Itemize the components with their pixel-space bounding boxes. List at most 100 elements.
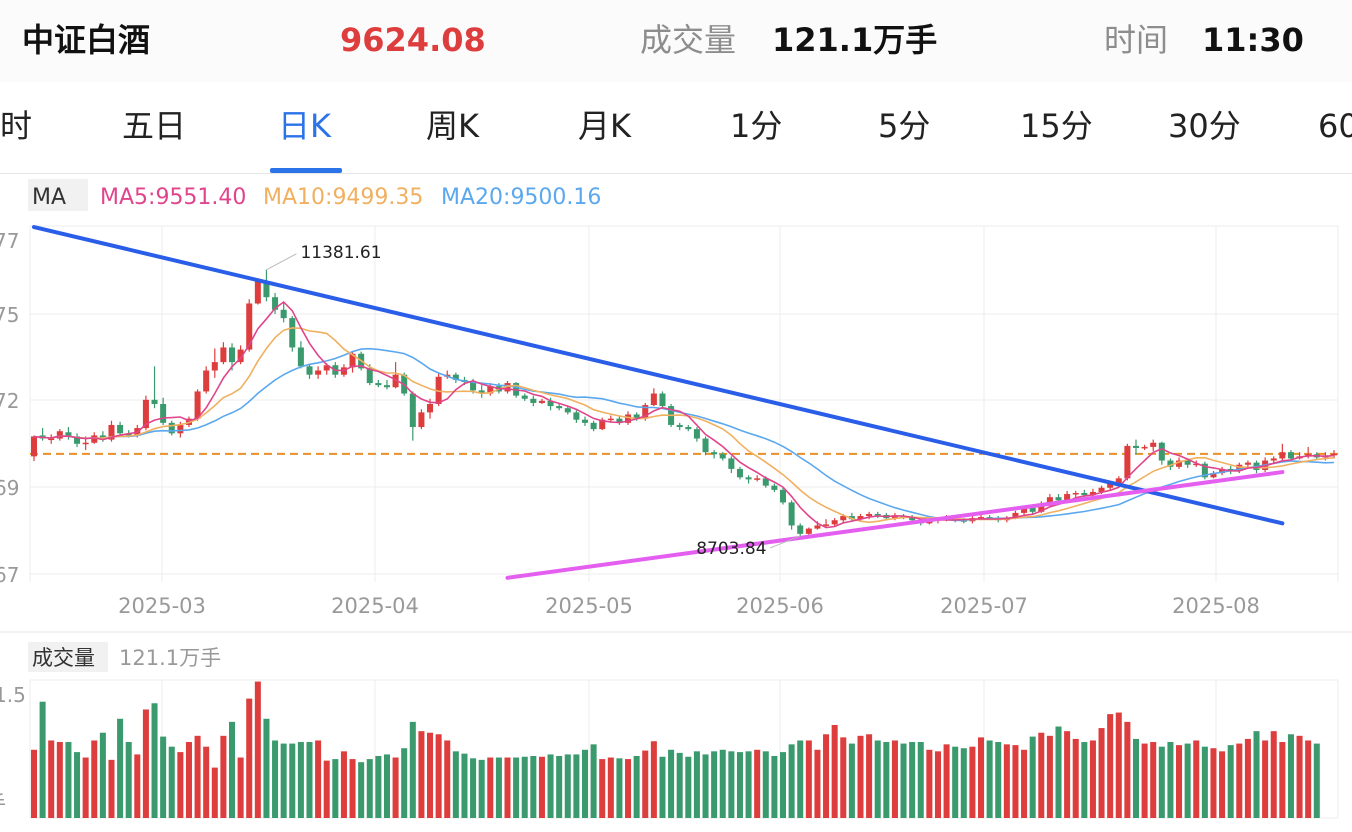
volume-bar <box>1167 742 1174 818</box>
volume-bar <box>74 752 81 818</box>
candle-body <box>1012 512 1019 519</box>
volume-bar <box>1287 734 1294 818</box>
volume-bar <box>530 755 537 818</box>
volume-bar <box>168 746 175 818</box>
candle-body <box>315 370 322 375</box>
volume-bar <box>745 751 752 818</box>
candle-body <box>366 368 373 384</box>
candle-body <box>702 438 709 453</box>
volume-bar <box>668 749 675 818</box>
volume-bar <box>1158 746 1165 818</box>
volume-bar <box>1262 740 1269 818</box>
candle-body <box>306 366 313 375</box>
index-price: 9624.08 <box>340 21 486 59</box>
volume-bar <box>470 758 477 818</box>
tab-15min[interactable]: 15分 <box>1020 107 1093 145</box>
tab-60min[interactable]: 60分 <box>1318 107 1352 145</box>
volume-bar <box>805 740 812 818</box>
candle-body <box>211 362 218 371</box>
volume-bar <box>866 734 873 818</box>
volume-bar <box>1244 738 1251 818</box>
candle-body <box>323 365 330 371</box>
candle-body <box>719 454 726 459</box>
volume-bar <box>840 737 847 818</box>
tab-weekly-k[interactable]: 周K <box>426 107 479 145</box>
volume-bar <box>1072 738 1079 818</box>
volume-bar <box>478 759 485 818</box>
resistance-trendline <box>32 225 1285 526</box>
volume-bar <box>513 757 520 818</box>
candle-body <box>1270 458 1277 461</box>
volume-bar <box>616 758 623 818</box>
volume-bar <box>891 740 898 818</box>
volume-bar <box>1193 740 1200 818</box>
volume-bar <box>1055 726 1062 818</box>
ma-legend-label: MA <box>32 185 66 210</box>
volume-bar <box>564 754 571 818</box>
candle-body <box>736 468 743 478</box>
volume-bar <box>504 757 511 818</box>
candle-body <box>297 347 304 367</box>
volume-bar <box>831 724 838 818</box>
candle-body <box>1150 442 1157 447</box>
candle-body <box>891 516 898 519</box>
volume-bar <box>633 755 640 818</box>
volume-bar <box>1219 751 1226 818</box>
volume-bar <box>581 749 589 818</box>
candle-body <box>685 427 692 430</box>
volume-bar <box>203 746 210 818</box>
candle-body <box>168 422 175 434</box>
quote-header: 中证白酒 9624.08 成交量 121.1万手 时间 11:30 <box>0 0 1352 82</box>
volume-bar <box>211 767 218 818</box>
tab-five-day[interactable]: 五日 <box>122 107 187 145</box>
tab-1min[interactable]: 1分 <box>730 107 783 145</box>
volume-bar <box>874 740 881 818</box>
candle-body <box>642 405 649 419</box>
candle-body <box>1158 442 1165 461</box>
tab-monthly-k[interactable]: 月K <box>578 107 631 145</box>
volume-bar <box>599 759 606 818</box>
volume-bar <box>986 740 993 818</box>
volume-bar <box>978 737 985 818</box>
candle-body <box>564 408 571 413</box>
tab-30min[interactable]: 30分 <box>1168 107 1241 145</box>
volume-bar <box>1236 743 1243 818</box>
candle-body <box>1176 460 1183 467</box>
volume-bar <box>736 752 743 818</box>
candle-body <box>530 398 537 403</box>
volume-bar <box>487 757 494 818</box>
tab-daily-k[interactable]: 日K <box>278 107 331 145</box>
volume-bar <box>151 703 158 818</box>
candle-body <box>1098 487 1105 492</box>
candle-body <box>659 393 666 407</box>
volume-bar <box>272 740 279 818</box>
volume-bar <box>1089 740 1096 818</box>
candle-body <box>1184 460 1191 465</box>
active-tab-underline <box>270 168 342 173</box>
tab-5min[interactable]: 5分 <box>878 107 931 145</box>
candle-body <box>805 528 812 534</box>
volume-bar <box>280 743 287 818</box>
ma20-legend: MA20:9500.16 <box>441 185 601 210</box>
volume-y-tick: 手 <box>0 791 6 815</box>
ma20-line <box>33 347 1335 522</box>
volume-bar <box>323 760 330 818</box>
candle-body <box>1167 460 1174 467</box>
volume-bar <box>1313 743 1320 818</box>
volume-legend-box <box>28 642 108 672</box>
volume-label: 成交量 <box>640 21 737 59</box>
tab-intraday[interactable]: 分时 <box>0 107 33 145</box>
volume-bar <box>358 762 365 818</box>
candle-body <box>254 281 261 304</box>
volume-bar <box>134 754 141 818</box>
candle-body <box>82 442 89 445</box>
volume-bar <box>30 749 38 818</box>
volume-bar <box>99 732 106 818</box>
volume-bar <box>719 749 726 818</box>
volume-bar <box>263 718 270 818</box>
volume-bar <box>685 756 692 818</box>
candle-body <box>203 370 210 392</box>
candle-body <box>874 513 881 516</box>
volume-bar <box>659 756 666 818</box>
